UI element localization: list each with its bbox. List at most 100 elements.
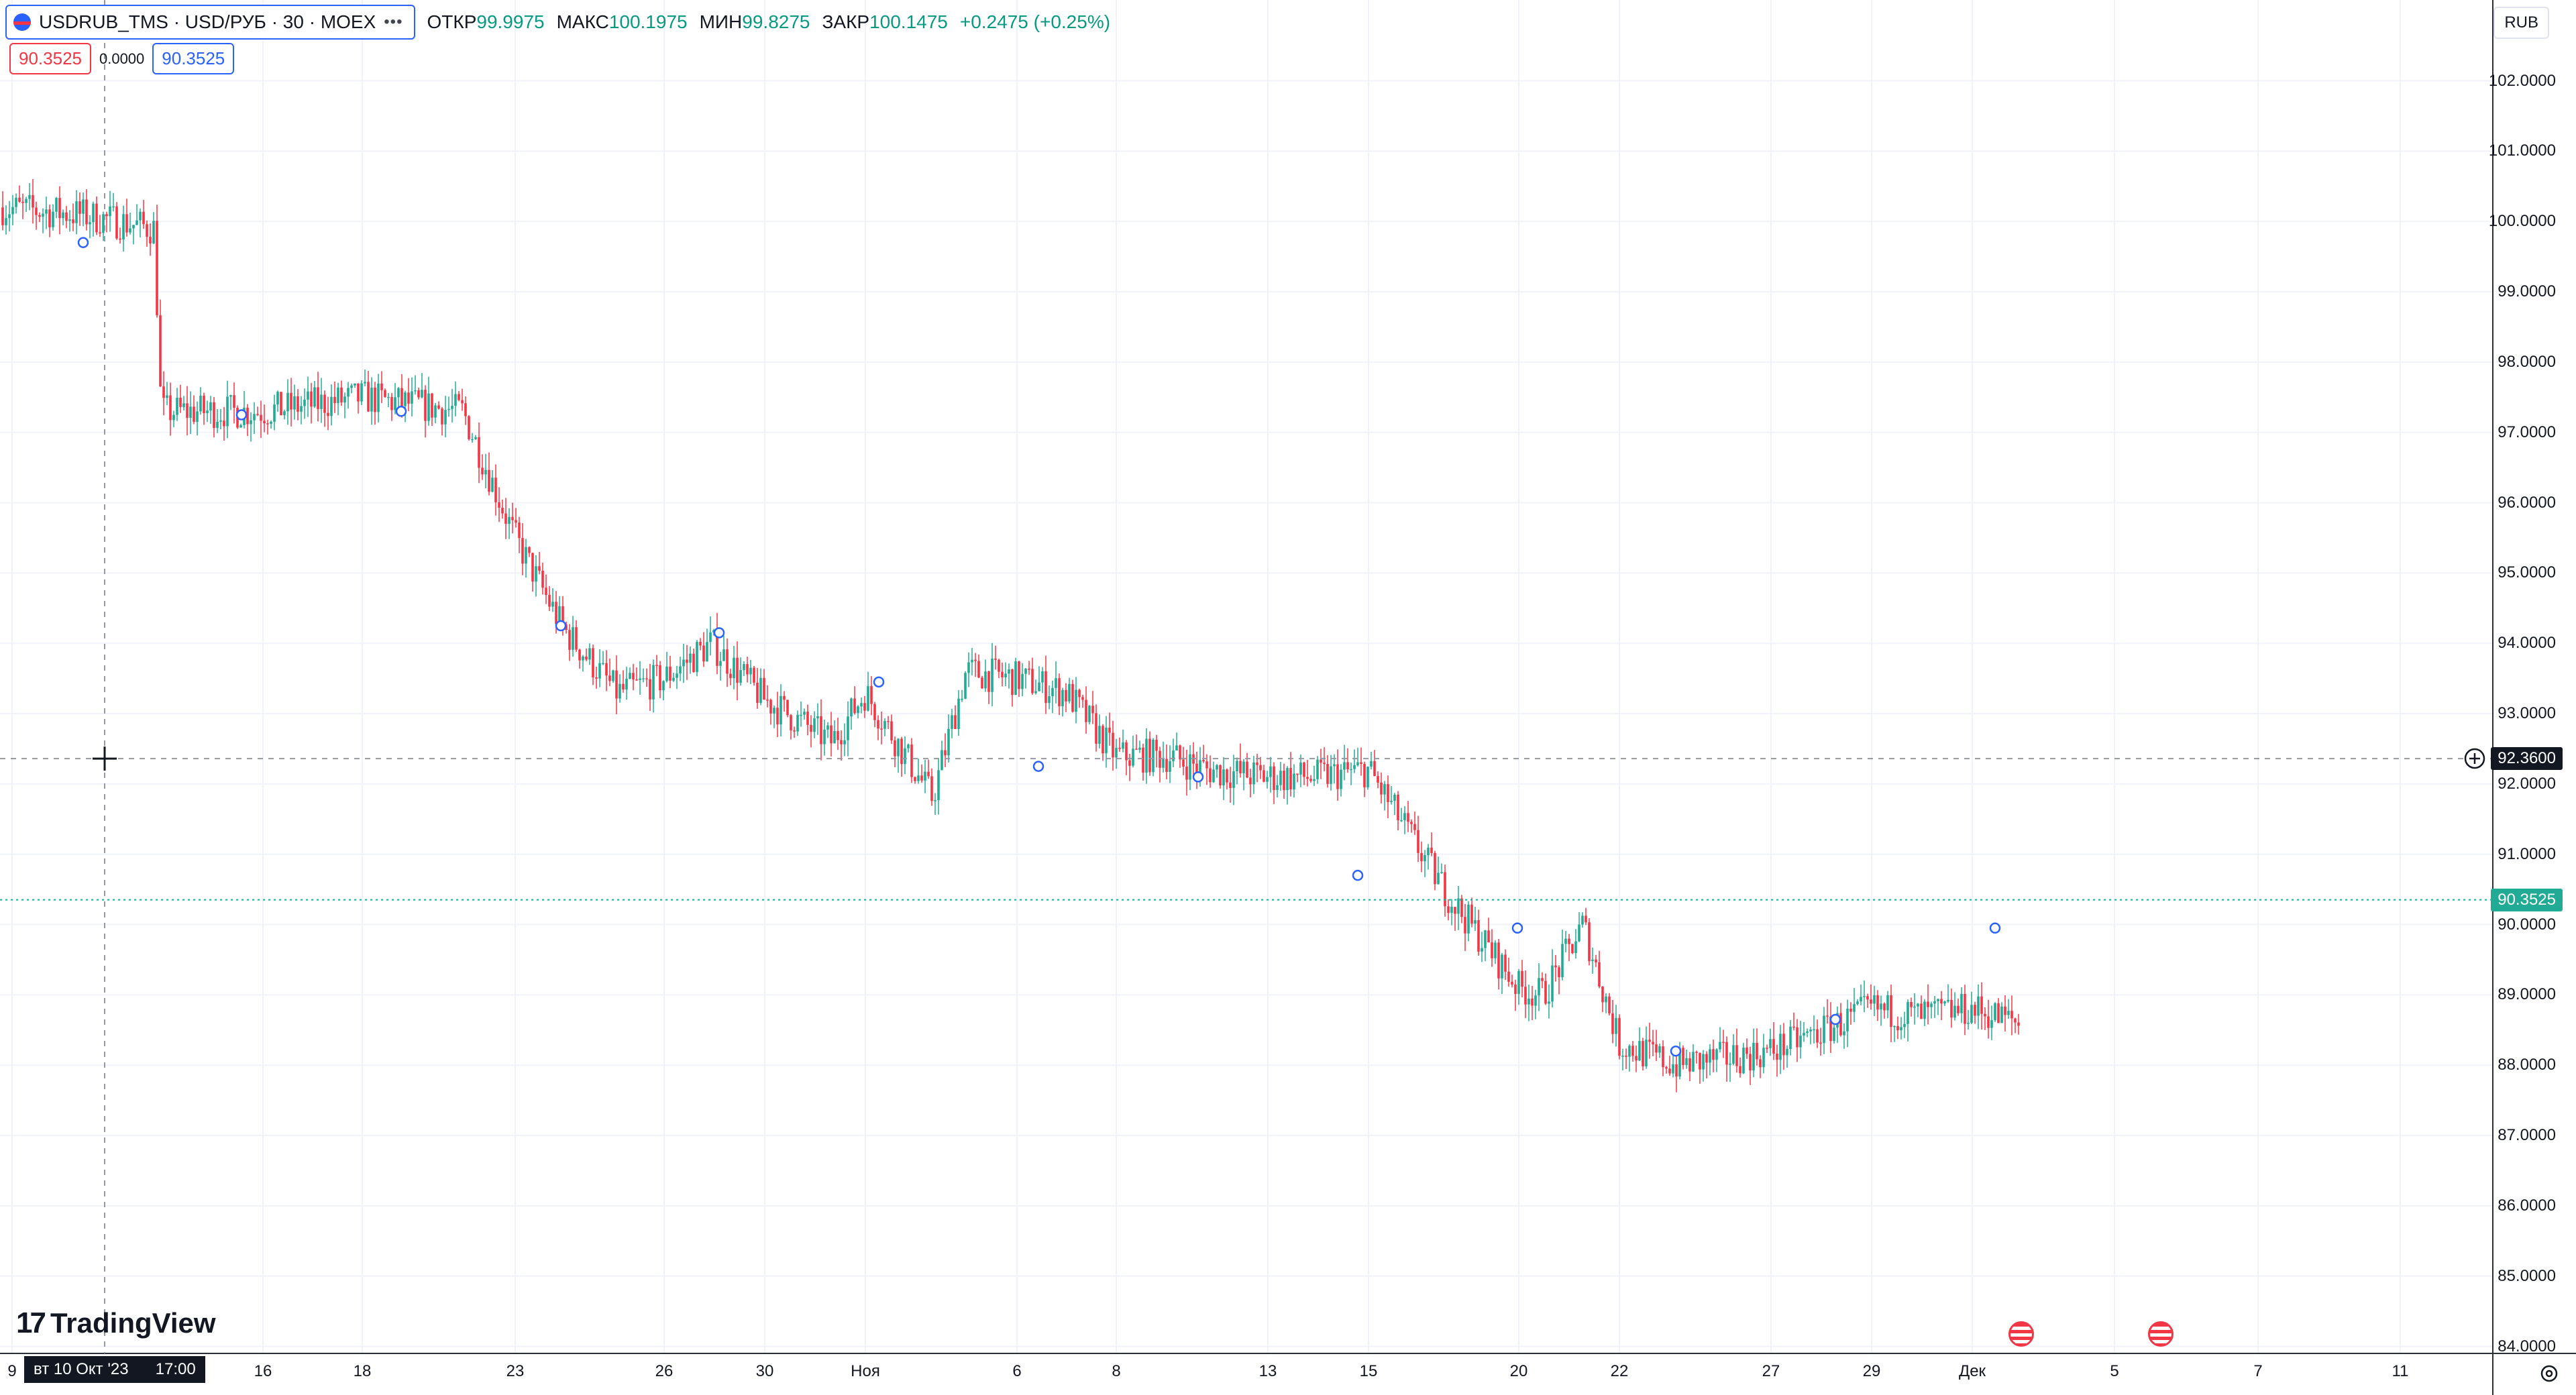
candle-body	[330, 396, 333, 416]
candle-body	[1856, 1001, 1859, 1005]
candle-body	[1813, 1029, 1815, 1031]
candle-body	[1876, 995, 1879, 1010]
buy-button[interactable]: 90.3525	[152, 43, 235, 74]
candle-body	[18, 197, 21, 202]
candle-body	[1591, 959, 1594, 962]
candle-body	[119, 238, 121, 240]
more-icon[interactable]: •••	[384, 13, 403, 31]
candle-body	[273, 404, 276, 422]
tradingview-logo[interactable]: 17 TradingView	[16, 1306, 216, 1340]
candle-body	[1541, 978, 1544, 981]
candle-body	[538, 566, 541, 571]
candle-body	[766, 700, 769, 701]
candle-body	[981, 677, 983, 689]
dividend-marker	[1989, 922, 2001, 934]
candle-body	[1219, 765, 1222, 786]
candle-body	[1970, 1005, 1973, 1023]
currency-button[interactable]: RUB	[2493, 7, 2549, 39]
candle-body	[823, 729, 826, 744]
candle-body	[199, 395, 202, 412]
candle-body	[843, 740, 846, 744]
candle-body	[437, 405, 440, 409]
candle-body	[847, 716, 849, 740]
candle-body	[1967, 1023, 1970, 1024]
candle-body	[1511, 981, 1513, 985]
candle-body	[941, 750, 943, 771]
candle-body	[189, 406, 192, 418]
candle-body	[1930, 1003, 1933, 1007]
candle-body	[1202, 760, 1205, 762]
candle-body	[11, 207, 14, 215]
candle-body	[1564, 938, 1567, 944]
candle-body	[1655, 1044, 1658, 1053]
time-tick-label: 6	[1012, 1362, 1022, 1380]
candle-body	[977, 661, 980, 678]
candle-body	[1769, 1039, 1772, 1048]
candle-body	[451, 406, 453, 409]
candle-body	[1705, 1054, 1708, 1063]
candle-body	[1152, 740, 1155, 773]
candle-body	[253, 414, 256, 421]
candle-body	[169, 395, 172, 421]
candle-body	[873, 704, 876, 720]
candle-body	[1410, 822, 1413, 824]
candle-body	[840, 740, 843, 744]
candle-body	[1984, 1013, 1986, 1017]
price-tick-label: 95.0000	[2498, 563, 2556, 582]
candle-body	[1826, 1015, 1829, 1017]
price-tick-label: 84.0000	[2498, 1337, 2556, 1355]
candle-body	[612, 670, 614, 681]
candle-body	[176, 397, 178, 415]
us-flag-event-icon[interactable]	[2148, 1321, 2174, 1347]
candle-body	[1313, 779, 1316, 781]
candle-body	[608, 675, 611, 681]
candle-body	[1558, 967, 1560, 977]
low-label: МИН	[699, 11, 743, 32]
dividend-marker	[1829, 1013, 1841, 1025]
candle-body	[763, 677, 765, 700]
candle-body	[1330, 766, 1332, 784]
symbol-selector[interactable]: USDRUB_TMS · USD/РУБ · 30 · MOEX •••	[5, 5, 415, 40]
us-flag-event-icon[interactable]	[2008, 1321, 2034, 1347]
add-alert-icon[interactable]	[2463, 747, 2486, 770]
candle-body	[726, 649, 729, 674]
sell-button[interactable]: 90.3525	[9, 43, 91, 74]
candle-body	[1803, 1033, 1805, 1036]
candle-body	[1571, 944, 1574, 954]
candle-body	[1678, 1048, 1681, 1077]
candle-body	[1494, 942, 1497, 958]
candle-body	[62, 212, 64, 219]
candle-body	[256, 414, 259, 415]
candle-body	[1799, 1036, 1802, 1048]
candle-body	[907, 744, 910, 748]
candle-body	[1903, 1023, 1906, 1027]
candle-body	[461, 400, 464, 404]
candle-body	[1786, 1048, 1788, 1056]
candle-body	[458, 394, 460, 400]
candle-body	[1038, 682, 1040, 691]
candle-body	[15, 197, 17, 207]
time-tick-label: Ноя	[851, 1362, 880, 1380]
price-tick-label: 101.0000	[2488, 142, 2556, 160]
candle-body	[1699, 1052, 1701, 1070]
candle-body	[471, 439, 474, 441]
candle-body	[68, 219, 71, 221]
candle-body	[1947, 999, 1949, 1002]
candle-body	[1548, 1001, 1550, 1004]
candle-body	[1574, 941, 1577, 954]
tradingview-logo-icon: 17	[16, 1306, 46, 1339]
candle-body	[233, 395, 235, 408]
candle-body	[293, 396, 296, 410]
candle-body	[196, 411, 199, 423]
candle-body	[89, 222, 91, 225]
candle-body	[696, 642, 698, 673]
candle-body	[488, 469, 490, 492]
candle-body	[558, 606, 561, 624]
candle-body	[826, 725, 829, 730]
candle-body	[1444, 872, 1446, 907]
candle-body	[1863, 996, 1866, 997]
settings-icon[interactable]	[2537, 1361, 2561, 1386]
candle-body	[1913, 1006, 1916, 1008]
candle-body	[1658, 1046, 1661, 1053]
